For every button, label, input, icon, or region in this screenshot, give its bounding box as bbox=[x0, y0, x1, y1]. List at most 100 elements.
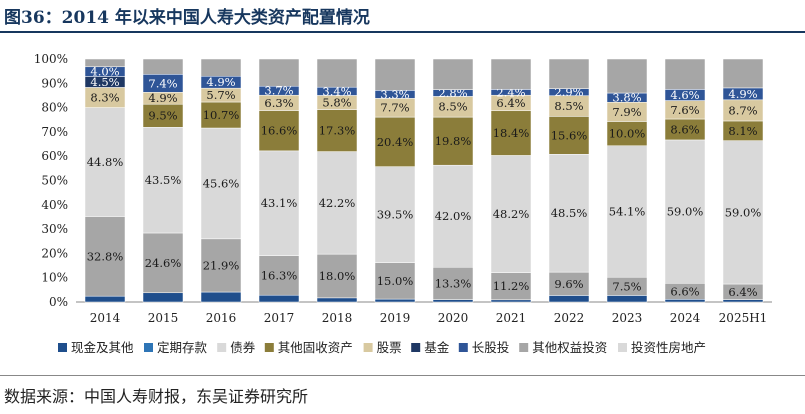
data-label: 6.3% bbox=[264, 96, 293, 110]
data-label: 54.1% bbox=[609, 204, 646, 218]
data-label: 32.8% bbox=[87, 249, 124, 263]
legend-swatch bbox=[618, 343, 627, 352]
x-tick-label: 2024 bbox=[670, 311, 701, 325]
bar-segment bbox=[374, 116, 416, 167]
data-label: 3.7% bbox=[264, 84, 293, 98]
legend-swatch bbox=[217, 343, 227, 352]
x-tick-label: 2017 bbox=[264, 311, 295, 325]
x-tick-label: 2015 bbox=[148, 311, 179, 325]
bar-segment bbox=[606, 121, 648, 147]
data-label: 7.4% bbox=[148, 76, 177, 90]
data-label: 43.1% bbox=[261, 196, 298, 210]
data-label: 48.5% bbox=[551, 206, 588, 220]
data-label: 8.1% bbox=[728, 124, 757, 138]
bar-segment bbox=[722, 58, 764, 89]
data-label: 3.8% bbox=[612, 91, 641, 105]
bar-segment bbox=[432, 299, 474, 303]
x-tick-label: 2022 bbox=[554, 311, 585, 325]
y-tick-label: 80% bbox=[41, 101, 68, 115]
y-tick-label: 60% bbox=[41, 149, 68, 163]
bar-segment bbox=[316, 253, 358, 299]
bar-segment bbox=[722, 140, 764, 285]
figure-title: 图36：2014 年以来中国人寿大类资产配置情况 bbox=[4, 8, 370, 28]
data-label: 24.6% bbox=[145, 256, 182, 270]
bar-segment bbox=[432, 58, 474, 90]
bar-segment bbox=[664, 139, 706, 284]
bar-segment bbox=[84, 107, 126, 217]
data-label: 7.9% bbox=[612, 105, 641, 119]
x-tick-label: 2019 bbox=[380, 311, 411, 325]
y-tick-label: 10% bbox=[41, 271, 68, 285]
legend-label: 投资性房地产 bbox=[631, 340, 706, 355]
bar-segment bbox=[432, 164, 474, 268]
legend-swatch bbox=[363, 343, 373, 352]
bar-segment bbox=[606, 295, 648, 303]
data-label: 5.8% bbox=[322, 95, 351, 109]
data-label: 7.5% bbox=[612, 279, 641, 293]
data-label: 59.0% bbox=[667, 205, 704, 219]
data-label: 17.3% bbox=[319, 124, 356, 138]
bar-segment bbox=[258, 255, 300, 296]
data-label: 6.6% bbox=[670, 284, 699, 298]
bar-segment bbox=[142, 127, 184, 234]
title-divider bbox=[0, 31, 805, 33]
legend-swatch bbox=[264, 343, 274, 352]
data-label: 7.6% bbox=[670, 103, 699, 117]
y-tick-label: 0% bbox=[49, 295, 68, 309]
x-tick-label: 2016 bbox=[206, 311, 237, 325]
data-label: 4.9% bbox=[206, 75, 235, 89]
legend-label: 其他固收资产 bbox=[278, 340, 353, 355]
bar-segment bbox=[84, 216, 126, 297]
data-label: 59.0% bbox=[725, 205, 762, 219]
legend-label: 现金及其他 bbox=[71, 340, 134, 355]
bar-segment bbox=[722, 299, 764, 303]
data-label: 4.0% bbox=[90, 65, 119, 79]
data-label: 8.5% bbox=[438, 100, 467, 114]
data-label: 11.2% bbox=[493, 279, 530, 293]
data-label: 9.5% bbox=[148, 109, 177, 123]
bar-segment bbox=[316, 58, 358, 88]
data-label: 48.2% bbox=[493, 207, 530, 221]
data-label: 44.8% bbox=[87, 155, 124, 169]
bar-segment bbox=[490, 272, 532, 301]
bar-segment bbox=[490, 299, 532, 303]
legend-label: 债券 bbox=[230, 340, 256, 355]
bar-segment bbox=[258, 58, 300, 87]
bar-segment bbox=[548, 295, 590, 303]
legend-label: 长股投 bbox=[472, 340, 510, 355]
y-tick-label: 20% bbox=[41, 246, 68, 260]
data-label: 7.7% bbox=[380, 101, 409, 115]
data-label: 16.6% bbox=[261, 124, 298, 138]
data-label: 8.6% bbox=[670, 122, 699, 136]
data-source: 数据来源：中国人寿财报，东吴证券研究所 bbox=[4, 387, 309, 406]
stacked-bar-chart: 0% 10% 20% 30% 40% 50% 60% 70% 80% 90% 100% 32.8% 44… bbox=[34, 52, 772, 355]
bar-segment bbox=[200, 127, 242, 240]
bar-segment bbox=[258, 110, 300, 152]
data-label: 39.5% bbox=[377, 208, 414, 222]
bar-segment bbox=[548, 154, 590, 273]
data-label: 13.3% bbox=[435, 276, 472, 290]
y-tick-label: 90% bbox=[41, 76, 68, 90]
data-label: 3.4% bbox=[322, 84, 351, 98]
bar-segment bbox=[84, 295, 126, 303]
data-label: 42.0% bbox=[435, 209, 472, 223]
data-label: 19.8% bbox=[435, 134, 472, 148]
data-label: 8.5% bbox=[554, 99, 583, 113]
bar-segment bbox=[490, 58, 532, 90]
data-label: 4.6% bbox=[670, 88, 699, 102]
legend-label: 其他权益投资 bbox=[532, 340, 607, 355]
bar-segment bbox=[142, 232, 184, 294]
bar-segment bbox=[316, 151, 358, 255]
bar-segment bbox=[664, 58, 706, 90]
x-tick-label: 2023 bbox=[612, 311, 643, 325]
data-label: 8.7% bbox=[728, 103, 757, 117]
data-label: 8.3% bbox=[90, 91, 119, 105]
data-label: 6.4% bbox=[728, 285, 757, 299]
data-label: 4.5% bbox=[90, 75, 119, 89]
data-label: 10.7% bbox=[203, 108, 240, 122]
bar-segment bbox=[374, 262, 416, 300]
legend-label: 股票 bbox=[377, 340, 402, 355]
y-tick-label: 70% bbox=[41, 125, 68, 139]
x-tick-label: 2014 bbox=[90, 311, 121, 325]
bar-segment bbox=[258, 150, 300, 256]
